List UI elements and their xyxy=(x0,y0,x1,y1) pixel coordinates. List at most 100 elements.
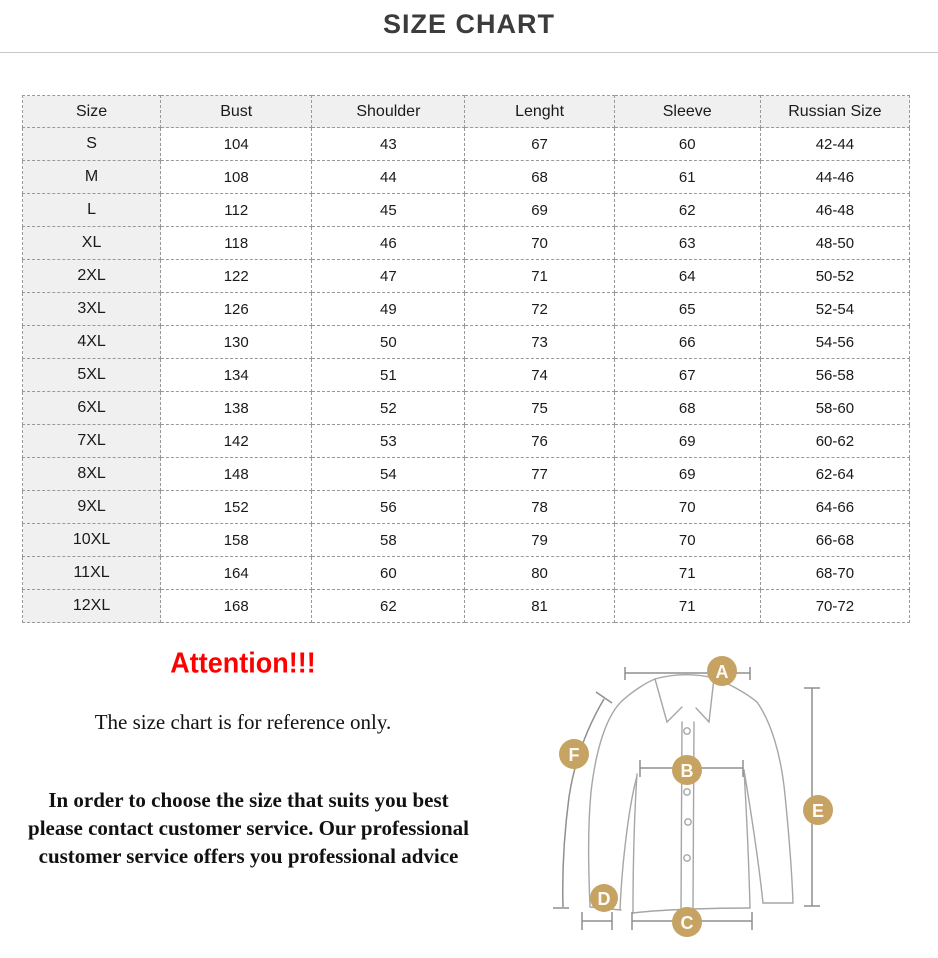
value-cell: 69 xyxy=(613,457,761,491)
table-row: 9XL 152 56 78 70 64-66 xyxy=(21,490,911,524)
table-header: Size Bust Shoulder Lenght Sleeve Russian… xyxy=(21,95,911,128)
advice-note: In order to choose the size that suits y… xyxy=(0,786,497,870)
marker-b-label: B xyxy=(681,761,694,781)
button-icon xyxy=(683,727,691,735)
value-cell: 60 xyxy=(613,127,761,161)
column-header-size: Size xyxy=(21,95,162,128)
value-cell: 46 xyxy=(311,226,466,260)
advice-line: In order to choose the size that suits y… xyxy=(48,788,449,812)
value-cell: 75 xyxy=(464,391,615,425)
size-cell: 4XL xyxy=(21,325,162,359)
value-cell: 134 xyxy=(160,358,313,392)
marker-f: F xyxy=(559,739,589,769)
column-header-russian-size: Russian Size xyxy=(759,95,911,128)
table-row: 11XL 164 60 80 71 68-70 xyxy=(21,556,911,590)
value-cell: 53 xyxy=(311,424,466,458)
attention-heading: Attention!!! xyxy=(170,647,316,679)
value-cell: 52-54 xyxy=(759,292,911,326)
value-cell: 70 xyxy=(464,226,615,260)
value-cell: 168 xyxy=(160,589,313,623)
value-cell: 64 xyxy=(613,259,761,293)
value-cell: 56-58 xyxy=(759,358,911,392)
value-cell: 47 xyxy=(311,259,466,293)
title-divider xyxy=(0,52,938,53)
value-cell: 58-60 xyxy=(759,391,911,425)
value-cell: 44 xyxy=(311,160,466,194)
value-cell: 60-62 xyxy=(759,424,911,458)
marker-e: E xyxy=(803,795,833,825)
value-cell: 50-52 xyxy=(759,259,911,293)
value-cell: 70 xyxy=(613,523,761,557)
value-cell: 49 xyxy=(311,292,466,326)
table-row: S 104 43 67 60 42-44 xyxy=(21,127,911,161)
value-cell: 63 xyxy=(613,226,761,260)
value-cell: 67 xyxy=(464,127,615,161)
advice-line: customer service offers you professional… xyxy=(38,844,459,868)
value-cell: 68-70 xyxy=(759,556,911,590)
size-cell: 10XL xyxy=(21,523,162,557)
value-cell: 152 xyxy=(160,490,313,524)
marker-c: C xyxy=(672,907,702,937)
value-cell: 62-64 xyxy=(759,457,911,491)
table-row: 4XL 130 50 73 66 54-56 xyxy=(21,325,911,359)
table-row: 5XL 134 51 74 67 56-58 xyxy=(21,358,911,392)
marker-f-label: F xyxy=(569,745,580,765)
table-row: 12XL 168 62 81 71 70-72 xyxy=(21,589,911,623)
column-header-bust: Bust xyxy=(160,95,313,128)
value-cell: 69 xyxy=(613,424,761,458)
value-cell: 70-72 xyxy=(759,589,911,623)
size-cell: 3XL xyxy=(21,292,162,326)
value-cell: 65 xyxy=(613,292,761,326)
page-title: SIZE CHART xyxy=(383,9,555,39)
value-cell: 45 xyxy=(311,193,466,227)
value-cell: 43 xyxy=(311,127,466,161)
table-body: S 104 43 67 60 42-44 M 108 44 68 61 44-46 L 112 45 69 62… xyxy=(21,127,911,623)
column-header-shoulder: Shoulder xyxy=(311,95,466,128)
size-cell: 2XL xyxy=(21,259,162,293)
value-cell: 44-46 xyxy=(759,160,911,194)
column-header-length: Lenght xyxy=(464,95,615,128)
marker-b: B xyxy=(672,755,702,785)
value-cell: 51 xyxy=(311,358,466,392)
marker-c-label: C xyxy=(681,913,694,933)
table-row: 2XL 122 47 71 64 50-52 xyxy=(21,259,911,293)
value-cell: 50 xyxy=(311,325,466,359)
value-cell: 112 xyxy=(160,193,313,227)
value-cell: 73 xyxy=(464,325,615,359)
value-cell: 164 xyxy=(160,556,313,590)
marker-a: A xyxy=(707,656,737,686)
value-cell: 104 xyxy=(160,127,313,161)
value-cell: 138 xyxy=(160,391,313,425)
value-cell: 72 xyxy=(464,292,615,326)
value-cell: 108 xyxy=(160,160,313,194)
value-cell: 64-66 xyxy=(759,490,911,524)
size-cell: 12XL xyxy=(21,589,162,623)
value-cell: 61 xyxy=(613,160,761,194)
value-cell: 71 xyxy=(613,556,761,590)
marker-a-label: A xyxy=(716,662,729,682)
value-cell: 118 xyxy=(160,226,313,260)
value-cell: 126 xyxy=(160,292,313,326)
size-cell: L xyxy=(21,193,162,227)
table-row: XL 118 46 70 63 48-50 xyxy=(21,226,911,260)
value-cell: 52 xyxy=(311,391,466,425)
value-cell: 148 xyxy=(160,457,313,491)
marker-d-label: D xyxy=(598,889,611,909)
table-row: 6XL 138 52 75 68 58-60 xyxy=(21,391,911,425)
value-cell: 68 xyxy=(613,391,761,425)
size-cell: 7XL xyxy=(21,424,162,458)
value-cell: 54-56 xyxy=(759,325,911,359)
value-cell: 76 xyxy=(464,424,615,458)
value-cell: 122 xyxy=(160,259,313,293)
value-cell: 60 xyxy=(311,556,466,590)
table-row: 8XL 148 54 77 69 62-64 xyxy=(21,457,911,491)
value-cell: 74 xyxy=(464,358,615,392)
size-cell: M xyxy=(21,160,162,194)
value-cell: 71 xyxy=(464,259,615,293)
value-cell: 56 xyxy=(311,490,466,524)
table-row: L 112 45 69 62 46-48 xyxy=(21,193,911,227)
button-icon xyxy=(684,818,692,826)
value-cell: 54 xyxy=(311,457,466,491)
value-cell: 66-68 xyxy=(759,523,911,557)
shirt-outline xyxy=(587,674,794,914)
